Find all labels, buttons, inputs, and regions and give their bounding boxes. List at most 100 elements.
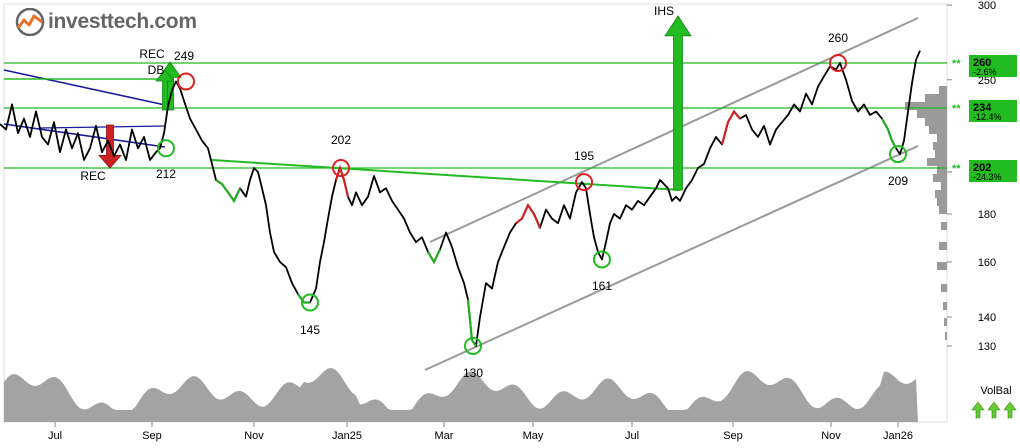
volume-profile-histogram — [905, 86, 947, 340]
price-line — [0, 50, 921, 347]
support-resistance-lines — [4, 62, 947, 169]
histogram-bar — [939, 206, 947, 214]
price-annotation-label: 195 — [574, 149, 594, 163]
volbal-up-arrow-icon — [971, 401, 985, 419]
investtech-logo: investtech.com — [8, 6, 201, 38]
histogram-bar — [937, 134, 947, 142]
level-tags: ** 260-2.6% ** 234-12.4% ** 202-24.3% — [952, 55, 1017, 182]
plot-frame — [3, 3, 948, 423]
price-annotation-label: 249 — [174, 49, 194, 63]
y-tick-label: 180 — [978, 209, 996, 221]
investtech-logo-icon — [15, 8, 45, 36]
blue-trendline-mid — [39, 125, 166, 129]
signal-label: REC — [139, 47, 165, 61]
price-segment-highlight — [515, 202, 542, 229]
signal-label: IHS — [654, 4, 674, 18]
histogram-bar — [937, 262, 947, 270]
histogram-bar — [933, 142, 947, 150]
buy-arrow-db — [155, 69, 175, 111]
signal-circle — [177, 72, 195, 91]
histogram-bar — [937, 166, 947, 174]
trend-channel — [424, 17, 919, 371]
signal-circles — [157, 54, 907, 355]
price-series-line — [0, 50, 921, 347]
price-annotations: 249 212 202 145 130 195 161 260 209 REC DB REC IHS — [80, 4, 908, 380]
level-tag-star: ** — [952, 163, 961, 175]
y-tick-label: 130 — [978, 341, 996, 353]
y-tick-label: 250 — [978, 75, 996, 87]
buy-arrow-ihs — [664, 15, 692, 191]
volbal-up-arrow-icon — [987, 401, 1001, 419]
level-tag-pct: -12.4% — [973, 112, 1002, 122]
level-tag-value: 260 — [973, 57, 991, 69]
signal-circle — [157, 139, 175, 158]
volbal-label: VolBal — [980, 385, 1011, 397]
x-tick-label: May — [523, 430, 544, 442]
histogram-bar — [941, 284, 947, 292]
volume-area — [4, 368, 918, 422]
histogram-bar — [925, 118, 947, 126]
x-tick-label: Mar — [435, 430, 454, 442]
signal-circle — [575, 173, 593, 192]
level-tag-star: ** — [952, 58, 961, 70]
signal-circle — [889, 145, 907, 164]
histogram-bar — [941, 182, 947, 190]
blue-trendline-lower — [3, 123, 166, 148]
volume-bars — [4, 368, 918, 422]
level-tag-value: 234 — [973, 102, 992, 114]
x-tick-label: Sep — [723, 430, 743, 442]
x-tick-label: Jul — [48, 430, 62, 442]
price-segment-highlight — [427, 249, 441, 265]
green-neckline-2 — [211, 159, 681, 191]
price-segment-highlight — [881, 118, 897, 149]
histogram-bar — [944, 318, 947, 326]
level-tag-value: 202 — [973, 162, 991, 174]
price-segment-highlight — [215, 179, 241, 204]
price-segment-highlight — [720, 109, 741, 145]
x-tick-label: Nov — [244, 430, 264, 442]
x-tick-label: Jan26 — [883, 430, 913, 442]
y-tick-label: 160 — [978, 257, 996, 269]
signal-circle — [593, 250, 611, 269]
histogram-bar — [927, 158, 947, 166]
trend-lines — [3, 69, 681, 191]
x-tick-label: Jul — [625, 430, 639, 442]
histogram-bar — [929, 126, 947, 134]
price-annotation-label: 260 — [828, 31, 848, 45]
histogram-bar — [905, 102, 947, 110]
level-tag-box — [969, 160, 1017, 182]
volbal-up-arrow-icon — [1003, 401, 1017, 419]
signal-circle — [301, 293, 319, 312]
signal-circle — [829, 54, 847, 72]
price-annotation-label: 202 — [331, 133, 351, 147]
blue-trendline-upper — [3, 69, 166, 106]
histogram-bar — [941, 222, 947, 230]
y-tick-label: 300 — [978, 0, 996, 12]
price-annotation-label: 161 — [592, 279, 612, 293]
level-tag-pct: -24.3% — [973, 172, 1002, 182]
x-axis: Jul Sep Nov Jan25 Mar May Jul Sep Nov Jan26 — [48, 422, 913, 442]
price-annotation-label: 145 — [300, 323, 320, 337]
histogram-bar — [935, 150, 947, 158]
channel-lower-line — [424, 145, 919, 371]
histogram-bar — [917, 110, 947, 118]
volbal-indicator: VolBal — [971, 385, 1017, 419]
signal-circle — [332, 159, 350, 177]
histogram-bar — [939, 242, 947, 250]
price-segment-highlight — [466, 299, 477, 347]
histogram-bar — [939, 86, 947, 94]
price-annotation-label: 130 — [463, 366, 483, 380]
price-segment-highlight — [297, 293, 310, 304]
level-tag-pct: -2.6% — [973, 67, 997, 77]
logo-text: investtech.com — [48, 10, 197, 33]
histogram-bar — [933, 174, 947, 182]
histogram-bar — [935, 190, 947, 198]
x-tick-label: Sep — [142, 430, 162, 442]
x-tick-label: Nov — [821, 430, 841, 442]
signal-circle — [464, 337, 482, 355]
y-tick-label: 140 — [978, 312, 996, 324]
x-tick-label: Jan25 — [332, 430, 362, 442]
histogram-bar — [937, 198, 947, 206]
price-annotation-label: 209 — [888, 174, 908, 188]
